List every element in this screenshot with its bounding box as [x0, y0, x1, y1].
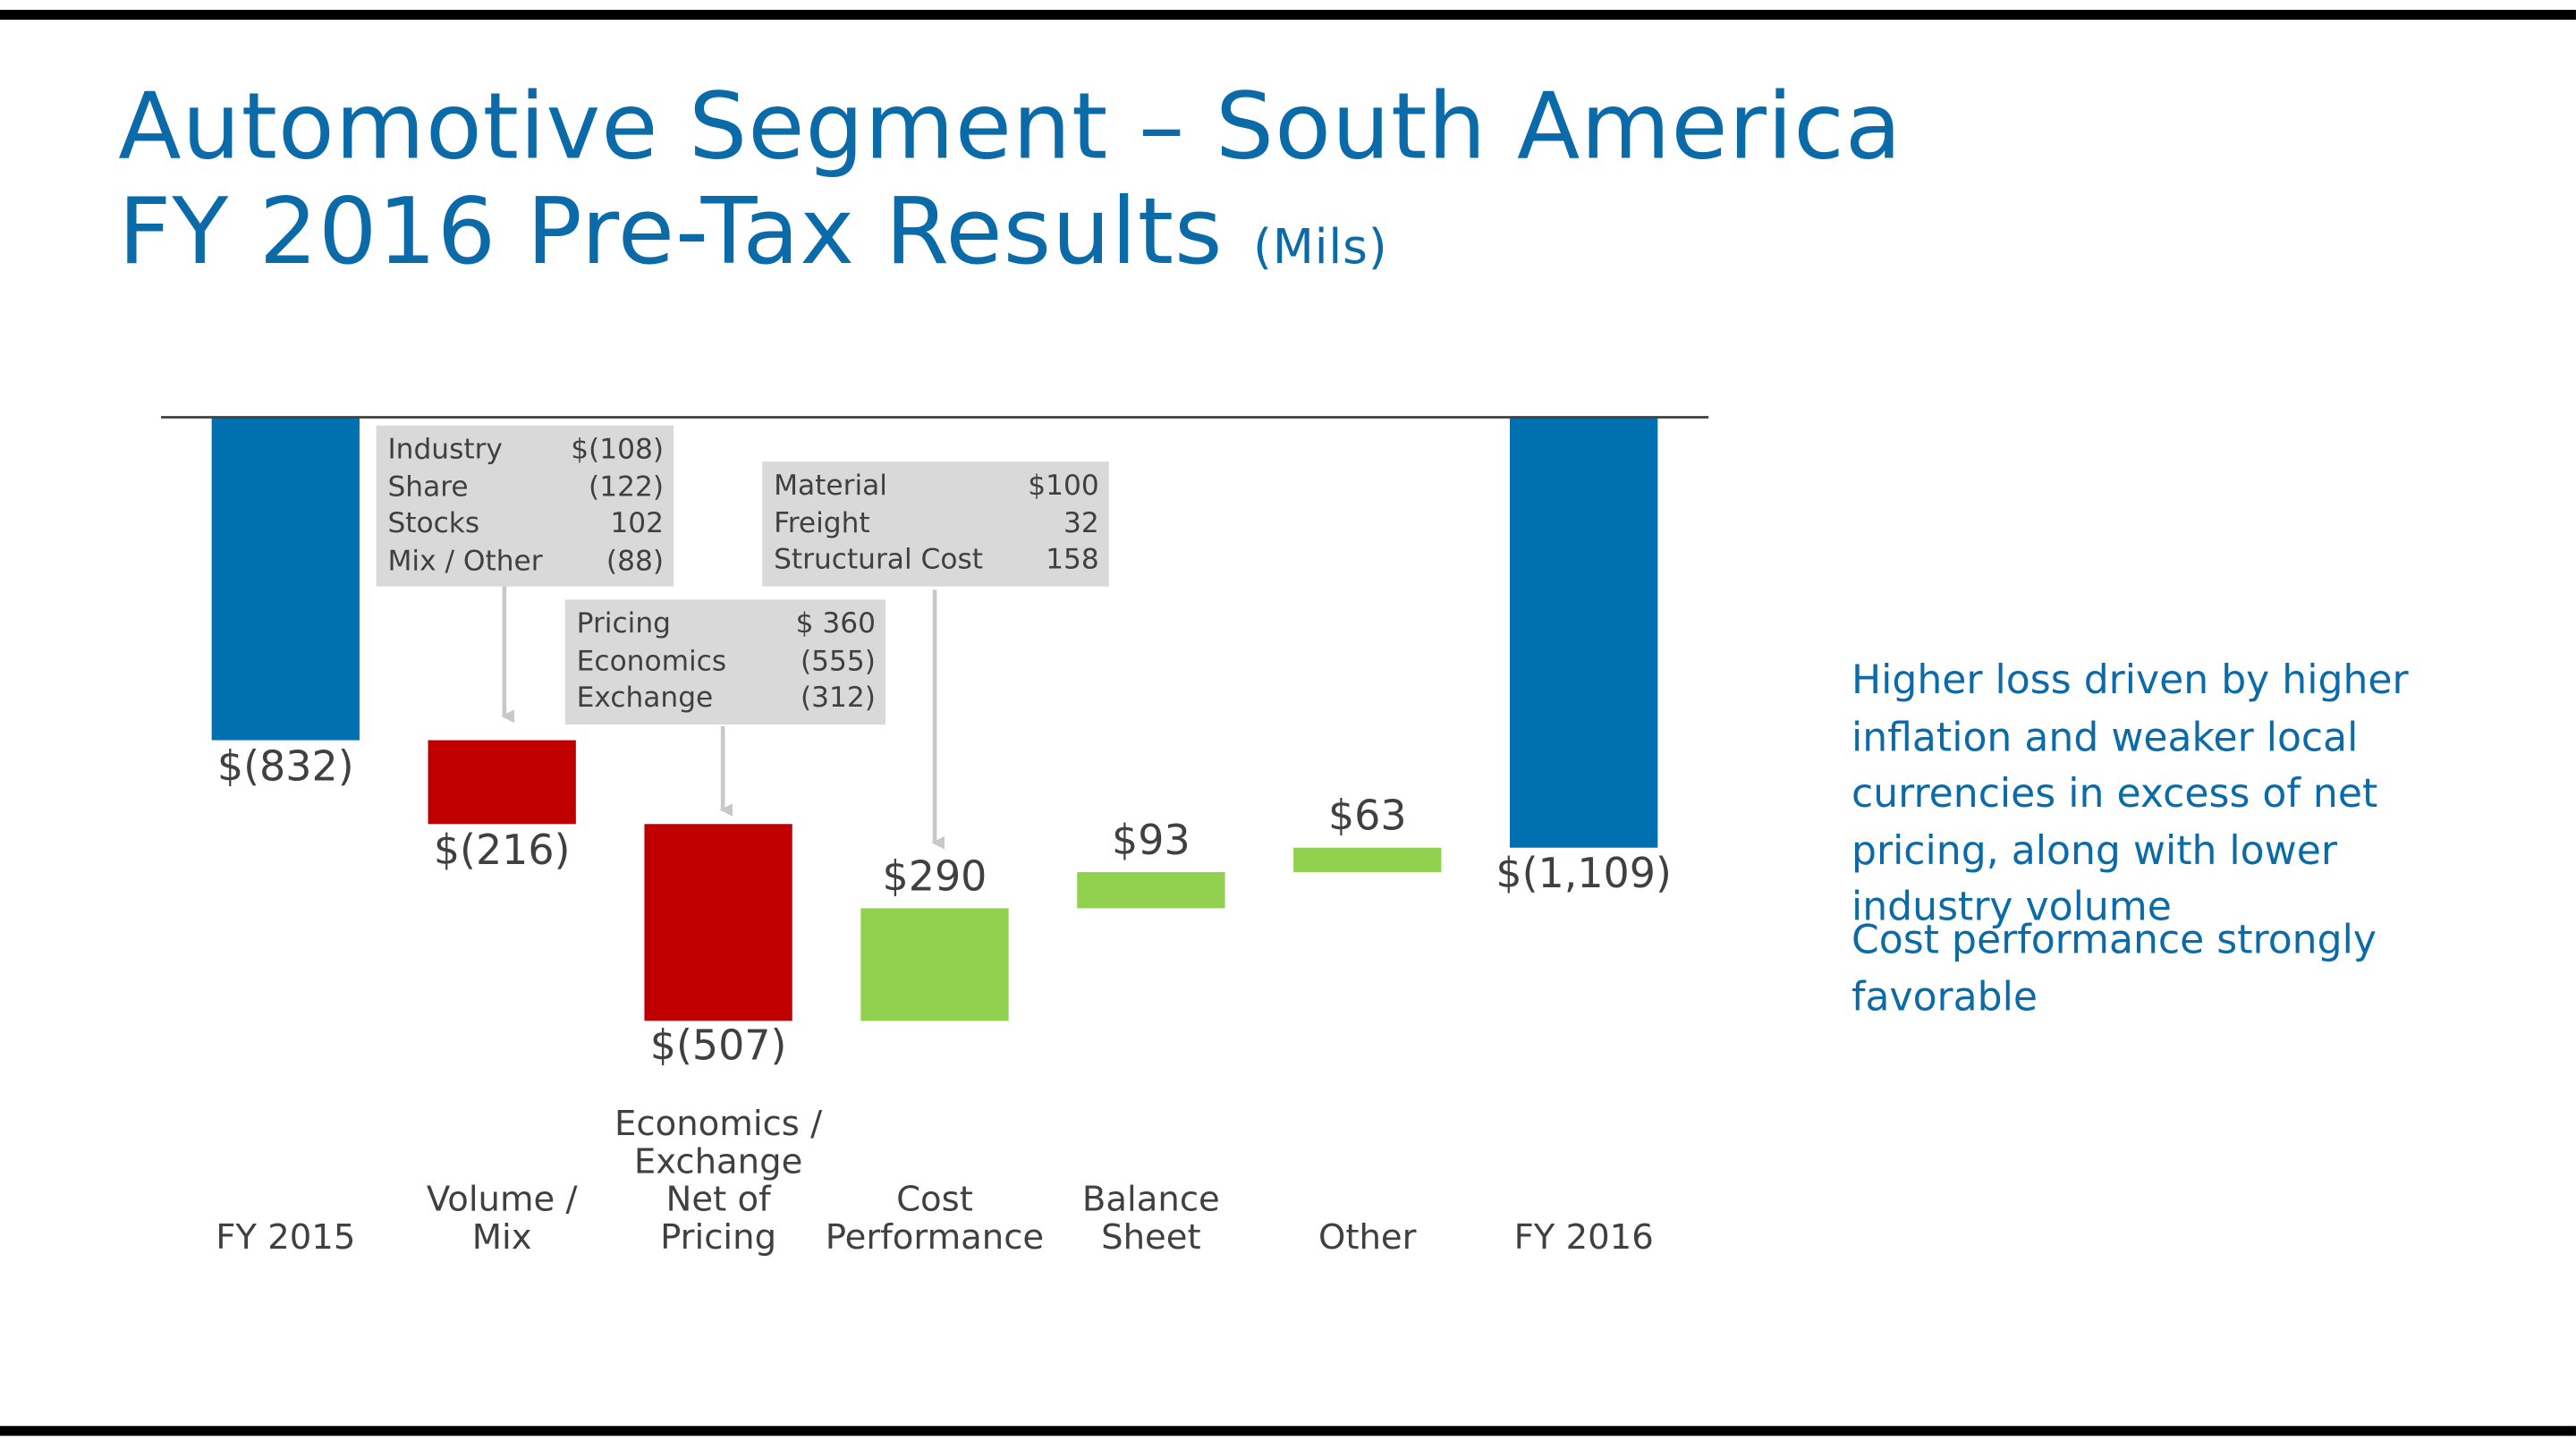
total-bar	[211, 417, 360, 741]
subtitle: FY 2016 Pre-Tax Results	[118, 179, 1224, 286]
callout-label: Freight	[774, 506, 870, 540]
value-label: $93	[1112, 816, 1191, 864]
bottom-rule	[0, 1426, 2576, 1436]
category-label: Cost Performance	[825, 1179, 1045, 1258]
bars	[211, 417, 1658, 1021]
category-label: FY 2015	[216, 1216, 356, 1258]
callout-label: Material	[774, 470, 887, 504]
callout-label: Stocks	[387, 507, 480, 541]
callout-box: Industry $(108) Share (122) Stocks 102 Mix / O…	[376, 425, 674, 587]
category-label: FY 2016	[1513, 1216, 1654, 1258]
top-rule	[0, 10, 2576, 21]
callout-value: 32	[1063, 506, 1099, 540]
callout-value: $ 360	[795, 607, 876, 641]
note: Cost performance strongly favorable	[1851, 916, 2377, 1020]
callout-row: Exchange (312)	[577, 680, 876, 716]
callout-row: Mix / Other (88)	[387, 543, 664, 580]
callout-row: Share (122)	[387, 469, 664, 505]
callout-row: Material $100	[774, 468, 1099, 504]
change-bar	[1077, 872, 1225, 909]
callout-value: (88)	[606, 544, 665, 578]
callout-value: (312)	[800, 682, 876, 715]
total-bar	[1510, 417, 1658, 848]
callout-row: Structural Cost 158	[774, 542, 1099, 579]
value-label: $(216)	[433, 826, 571, 874]
callout-box: Pricing $ 360 Economics (555) Exchange (312)	[564, 599, 886, 724]
callout-row: Freight 32	[774, 505, 1099, 542]
category-label: Economics / Exchange Net of Pricing	[614, 1104, 823, 1258]
subtitle-line: FY 2016 Pre-Tax Results (Mils)	[118, 179, 1388, 299]
value-label: $(507)	[649, 1022, 787, 1071]
category-label: Balance Sheet	[1081, 1179, 1220, 1258]
callout-row: Industry $(108)	[387, 432, 664, 469]
callout-label: Economics	[576, 644, 727, 678]
unit-label: (Mils)	[1253, 218, 1388, 275]
change-bar	[428, 740, 576, 825]
callout-row: Stocks 102	[387, 506, 664, 543]
value-label: $(1,109)	[1496, 849, 1672, 897]
change-bar	[644, 824, 792, 1021]
callout-label: Exchange	[576, 682, 714, 715]
callout-label: Pricing	[576, 607, 671, 641]
callout-value: (122)	[589, 470, 665, 504]
title: Automotive Segment – South America	[118, 73, 1902, 182]
value-label: $63	[1327, 792, 1407, 840]
callout-box: Material $100 Freight 32 Structural Cost 158	[762, 462, 1109, 586]
callout-value: $100	[1028, 470, 1099, 504]
callout-label: Industry	[387, 433, 503, 467]
category-label: Volume / Mix	[426, 1179, 578, 1258]
callout-label: Share	[387, 470, 469, 504]
callout-label: Mix / Other	[387, 544, 543, 578]
callout-value: 158	[1046, 543, 1099, 577]
callout-label: Structural Cost	[774, 543, 983, 577]
callout-row: Economics (555)	[577, 643, 876, 680]
note: Higher loss driven by higher inflation a…	[1851, 657, 2409, 930]
value-label: $290	[882, 852, 987, 901]
callout-value: 102	[610, 507, 665, 541]
value-label: $(832)	[216, 741, 354, 790]
category-label: Other	[1318, 1216, 1417, 1258]
callout-value: (555)	[800, 644, 876, 678]
change-bar	[860, 908, 1009, 1021]
callout-row: Pricing $ 360	[577, 606, 876, 643]
callout-value: $(108)	[571, 433, 665, 467]
change-bar	[1293, 847, 1442, 873]
